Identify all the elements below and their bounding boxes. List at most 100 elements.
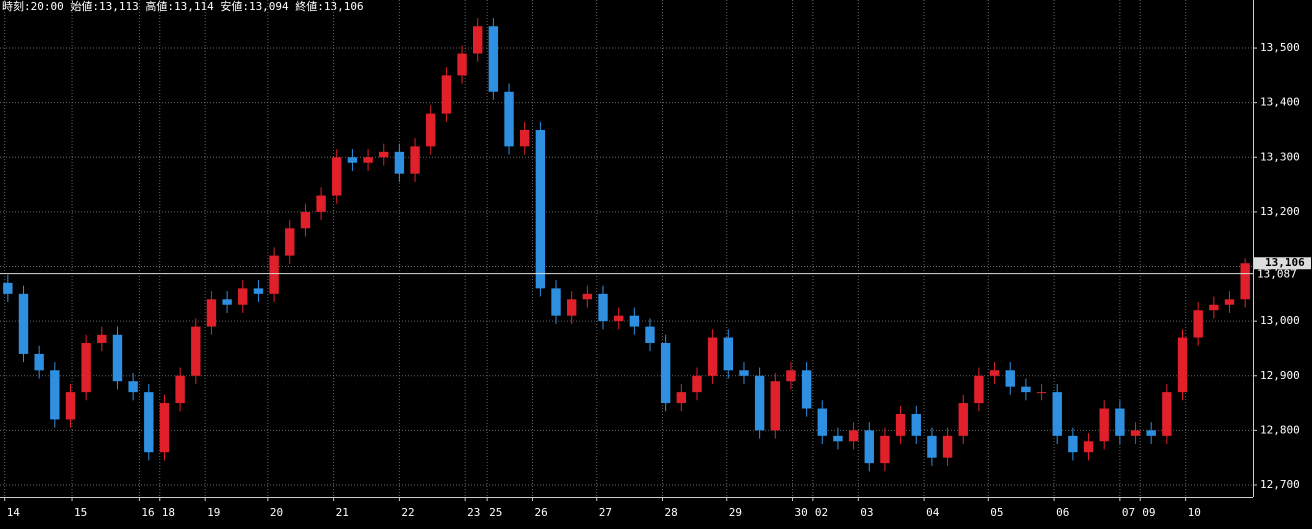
candle-body [206, 299, 217, 327]
candle-body [300, 211, 311, 229]
info-text: 時刻:20:00 始値:13,113 高値:13,114 安値:13,094 終… [2, 0, 364, 13]
candle-body [50, 370, 60, 420]
candle-body [1193, 310, 1203, 338]
candle-body [801, 370, 812, 409]
y-tick-label: 13,500 [1260, 41, 1300, 54]
candle-body [426, 113, 436, 147]
candle-body [316, 195, 326, 212]
x-tick-label: 20 [270, 506, 283, 519]
candle-body [1224, 299, 1235, 305]
candle-body [911, 413, 921, 436]
candle-body [379, 151, 389, 158]
candle-body [504, 91, 514, 147]
candle-body [253, 288, 264, 294]
candle-body [942, 435, 953, 458]
candle-body [1036, 392, 1047, 394]
candle-body [676, 392, 687, 404]
candle-body [1240, 263, 1250, 300]
candle-body [974, 375, 984, 404]
x-tick-label: 10 [1188, 506, 1201, 519]
candle-body [1099, 408, 1109, 442]
candle-body [707, 337, 718, 376]
candle-body [535, 129, 546, 289]
candle-body [880, 435, 890, 464]
price-marker [1254, 257, 1311, 270]
candle-body [34, 353, 44, 371]
y-tick-label: 13,000 [1260, 314, 1300, 327]
candle-body [833, 435, 843, 442]
x-tick-label: 06 [1056, 506, 1069, 519]
x-tick-label: 09 [1142, 506, 1155, 519]
candle-body [473, 26, 483, 54]
candle-body [660, 342, 671, 404]
candle-body [723, 337, 734, 371]
candle-body [519, 129, 530, 147]
candle-body [927, 435, 937, 458]
candle-body [848, 430, 859, 442]
candle-body [81, 342, 91, 393]
candle-body [1130, 430, 1141, 436]
x-tick-label: 29 [729, 506, 742, 519]
candle-body [739, 370, 749, 376]
candle-body [1146, 430, 1156, 436]
price-marker-label: 13,106 [1265, 256, 1305, 269]
candle-body [1005, 370, 1015, 387]
candle-body [65, 392, 76, 420]
x-tick-label: 19 [207, 506, 220, 519]
x-tick-label: 04 [926, 506, 940, 519]
candle-body [222, 299, 232, 305]
candle-body [1115, 408, 1125, 436]
x-tick-label: 05 [990, 506, 1003, 519]
x-tick-label: 16 [141, 506, 154, 519]
candle-body [1209, 304, 1219, 311]
x-tick-label: 18 [162, 506, 175, 519]
candle-body [754, 375, 765, 431]
candle-body [864, 430, 874, 464]
candle-body [1052, 392, 1062, 436]
x-tick-label: 21 [336, 506, 349, 519]
candle-body [1068, 435, 1078, 453]
candle-body [629, 315, 640, 327]
x-tick-label: 07 [1122, 506, 1135, 519]
x-tick-label: 25 [489, 506, 502, 519]
candle-body [3, 282, 13, 294]
candle-body [770, 381, 780, 431]
x-tick-label: 28 [665, 506, 678, 519]
candle-body [551, 288, 561, 316]
candle-body [582, 293, 593, 300]
candle-body [238, 288, 248, 305]
candle-body [410, 146, 420, 174]
candle-body [566, 299, 577, 316]
x-tick-label: 30 [795, 506, 808, 519]
candle-body [441, 75, 452, 114]
candle-body [598, 293, 608, 322]
candle-body [18, 293, 29, 354]
x-tick-label: 15 [74, 506, 87, 519]
candle-body [645, 326, 655, 343]
y-tick-label: 13,400 [1260, 96, 1300, 109]
candle-body [191, 326, 201, 376]
candle-body [1177, 337, 1188, 393]
candle-body [175, 375, 185, 404]
candle-body [112, 334, 123, 382]
x-tick-label: 23 [467, 506, 480, 519]
candle-body [97, 334, 107, 343]
y-tick-label: 12,700 [1260, 478, 1300, 491]
x-tick-label: 02 [815, 506, 828, 519]
y-tick-label: 12,900 [1260, 369, 1300, 382]
candle-body [488, 26, 499, 92]
candle-body [269, 255, 279, 294]
candle-body [159, 403, 170, 453]
candle-body [989, 370, 1000, 376]
candle-body [786, 370, 796, 382]
y-tick-label: 13,200 [1260, 205, 1300, 218]
candle-body [285, 228, 295, 256]
candle-body [1083, 441, 1094, 453]
y-tick-label: 12,800 [1260, 423, 1300, 436]
y-tick-label: 13,300 [1260, 150, 1300, 163]
candle-body [332, 157, 342, 196]
candle-body [347, 157, 358, 163]
candle-body [1021, 386, 1031, 393]
x-tick-label: 22 [401, 506, 414, 519]
